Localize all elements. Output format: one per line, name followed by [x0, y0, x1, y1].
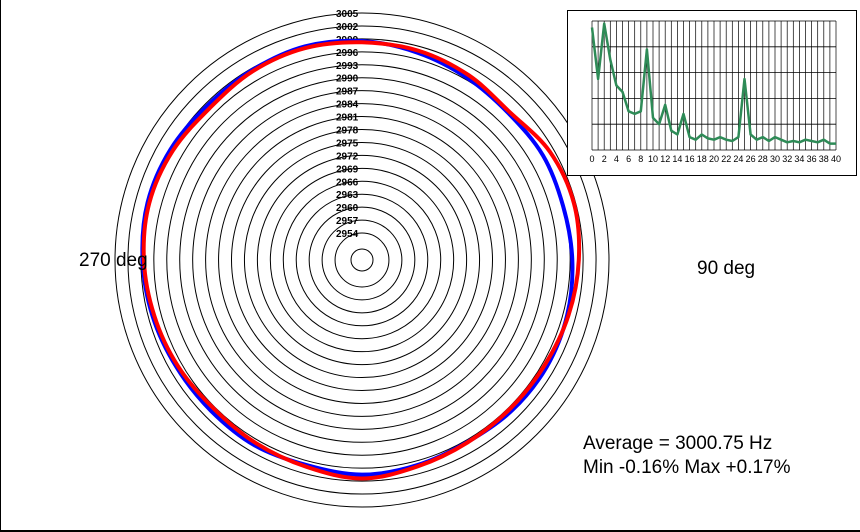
min-max-annotation: Min -0.16% Max +0.17% — [583, 457, 791, 478]
polar-ring — [166, 64, 558, 456]
ring-label: 2984 — [336, 100, 359, 111]
ring-label: 2975 — [336, 138, 359, 149]
polar-ring — [179, 77, 545, 443]
inset-x-tick-label: 16 — [685, 154, 695, 164]
polar-ring — [153, 51, 571, 469]
ring-label: 2981 — [336, 113, 359, 124]
inset-x-tick-label: 18 — [697, 154, 707, 164]
ring-label: 2960 — [336, 203, 359, 214]
series-trace-red — [141, 40, 582, 481]
inset-x-tick-label: 36 — [807, 154, 817, 164]
inset-x-tick-label: 12 — [660, 154, 670, 164]
polar-ring — [256, 154, 468, 366]
polar-ring — [295, 193, 429, 327]
ring-label: 2966 — [336, 177, 359, 188]
inset-x-tick-label: 26 — [746, 154, 756, 164]
inset-x-tick-label: 0 — [589, 154, 594, 164]
inset-x-tick-label: 14 — [672, 154, 682, 164]
polar-ring — [269, 167, 455, 353]
polar-ring — [282, 180, 442, 340]
inset-x-tick-label: 8 — [638, 154, 643, 164]
polar-ring — [192, 90, 532, 430]
frame-bottom-border — [0, 530, 860, 532]
polar-ring — [205, 103, 519, 417]
ring-label: 2963 — [336, 190, 359, 201]
ring-label: 2996 — [336, 48, 359, 59]
angle-label-90: 90 deg — [697, 258, 756, 279]
ring-label: 2957 — [336, 216, 359, 227]
ring-label: 2987 — [336, 87, 359, 98]
frame-left-border — [0, 0, 1, 532]
inset-x-tick-label: 22 — [721, 154, 731, 164]
angle-label-270: 270 deg — [79, 250, 148, 271]
polar-ring — [218, 116, 506, 404]
ring-label: 2972 — [336, 151, 359, 162]
average-annotation: Average = 3000.75 Hz — [583, 433, 773, 454]
ring-label: 2954 — [336, 229, 359, 240]
ring-label: 2978 — [336, 126, 359, 137]
ring-label: 2990 — [336, 74, 359, 85]
polar-ring — [231, 129, 493, 391]
inset-x-tick-label: 2 — [602, 154, 607, 164]
ring-label: 3005 — [336, 9, 359, 20]
inset-x-tick-label: 28 — [758, 154, 768, 164]
inset-x-tick-label: 40 — [831, 154, 841, 164]
polar-ring-center — [350, 248, 374, 272]
polar-ring — [321, 219, 403, 301]
inset-x-tick-label: 38 — [819, 154, 829, 164]
inset-x-tick-label: 30 — [770, 154, 780, 164]
inset-x-tick-label: 6 — [626, 154, 631, 164]
spectrum-plot: 0 2 4 6 8 10 12 14 16 18 20 22 24 26 28 30 32 34 36 38 40 — [589, 20, 841, 164]
inset-x-tick-label: 4 — [614, 154, 619, 164]
inset-x-tick-label: 32 — [782, 154, 792, 164]
spectrum-inset: 0 2 4 6 8 10 12 14 16 18 20 22 24 26 28 30 32 34 36 38 40 — [567, 10, 857, 176]
inset-x-tick-label: 24 — [733, 154, 743, 164]
polar-ring — [127, 25, 597, 495]
inset-x-tick-label: 34 — [794, 154, 804, 164]
ring-label: 2993 — [336, 61, 359, 72]
inset-x-tick-label: 20 — [709, 154, 719, 164]
polar-ring — [308, 206, 416, 314]
polar-ring — [114, 12, 610, 508]
ring-label: 3002 — [336, 22, 359, 33]
polar-ring — [334, 232, 390, 288]
ring-label: 2969 — [336, 164, 359, 175]
polar-ring — [243, 141, 481, 379]
inset-x-tick-label: 10 — [648, 154, 658, 164]
